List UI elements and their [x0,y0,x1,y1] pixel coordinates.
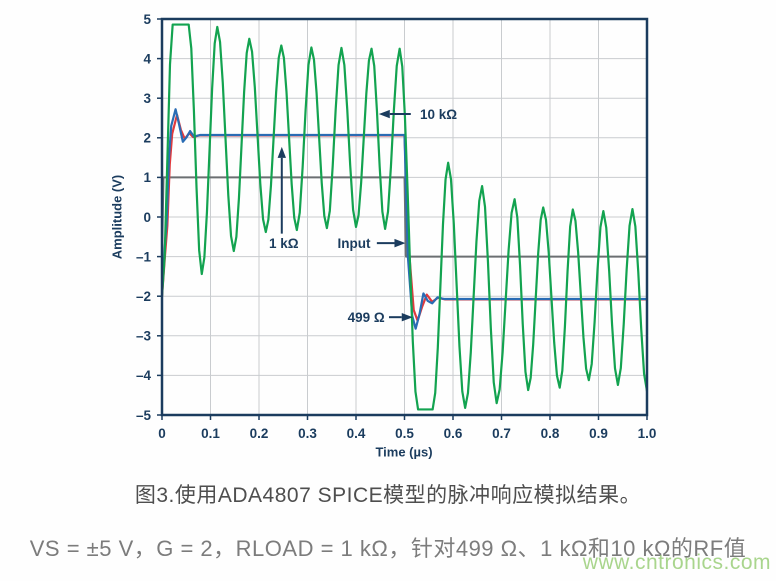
x-tick-label: 0.6 [444,426,463,441]
x-tick-label: 0.5 [395,426,414,441]
figure-params-line: VS = ±5 V，G = 2，RLOAD = 1 kΩ，针对499 Ω、1 k… [29,536,747,561]
x-tick-label: 0 [158,426,166,441]
y-tick-label: 5 [143,12,151,27]
figure-caption: 图3.使用ADA4807 SPICE模型的脉冲响应模拟结果。 [134,484,642,507]
x-tick-label: 1.0 [638,426,657,441]
x-tick-label: 0.2 [250,426,269,441]
anno-input-arrowhead [394,238,406,248]
y-tick-label: –5 [136,408,152,423]
y-tick-label: –1 [136,249,152,264]
anno-1k-arrowhead [277,146,286,158]
y-tick-label: 3 [143,91,151,106]
anno-1k-label: 1 kΩ [269,236,299,251]
x-tick-label: 0.3 [298,426,317,441]
anno-10k-label: 10 kΩ [420,107,457,122]
y-tick-label: 4 [143,51,151,66]
x-tick-label: 0.9 [589,426,608,441]
x-tick-label: 0.1 [201,426,220,441]
pulse-response-chart: 0 0.1 0.2 0.3 0.4 0.5 0.6 0.7 0.8 0.9 1.0 5 4 3 2 1 0 –1 –… [136,12,657,441]
y-axis-title: Amplitude (V) [109,174,125,260]
x-axis-title: Time (µs) [375,444,433,460]
y-tick-label: 0 [143,210,151,225]
y-tick-label: 1 [143,170,151,185]
y-tick-label: –3 [136,329,152,344]
x-tick-label: 0.4 [347,426,366,441]
x-tick-label: 0.7 [492,426,511,441]
anno-499-arrowhead [401,312,413,322]
y-tick-label: –2 [136,289,151,304]
x-tick-label: 0.8 [541,426,560,441]
y-tick-label: –4 [136,368,152,383]
anno-499-label: 499 Ω [348,310,385,325]
watermark-text: www.cntronics.com [582,551,771,574]
series-10-kω [161,23,648,411]
y-tick-label: 2 [143,131,151,146]
anno-10k-arrowhead [378,109,390,119]
plot-frame [160,17,649,417]
anno-input-label: Input [338,236,371,251]
